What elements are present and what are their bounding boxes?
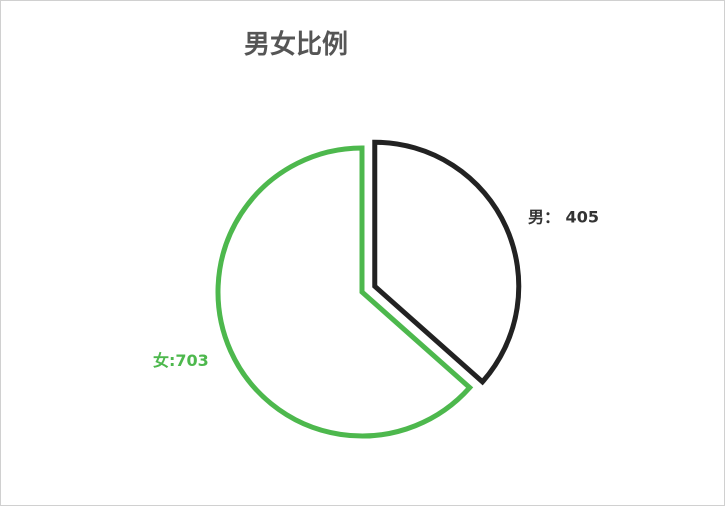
slice-label-1: 女:703 — [153, 351, 209, 370]
slice-label-0: 男： 405 — [528, 207, 599, 226]
pie-slice-1 — [215, 145, 474, 439]
chart-title: 男女比例 — [244, 30, 349, 60]
pie-slice-0 — [372, 139, 522, 386]
